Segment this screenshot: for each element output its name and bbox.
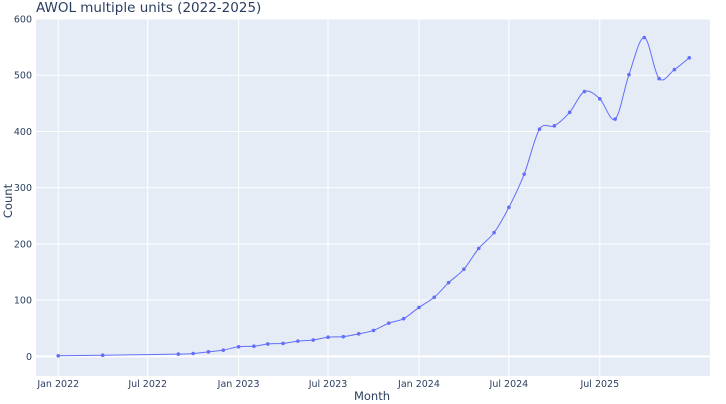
data-point — [552, 124, 557, 128]
data-point — [567, 110, 572, 115]
data-point — [326, 335, 330, 340]
data-point — [371, 328, 376, 333]
data-point — [642, 35, 647, 40]
data-point — [252, 344, 256, 349]
x-tick-label: Jul 2023 — [308, 379, 348, 390]
data-point — [311, 338, 316, 342]
gridlines — [36, 18, 710, 376]
data-point — [613, 117, 617, 121]
data-point — [401, 316, 406, 321]
data-point — [627, 72, 631, 77]
data-point — [462, 267, 466, 271]
data-point — [100, 353, 105, 357]
data-point — [476, 246, 481, 251]
data-point — [341, 334, 346, 339]
data-point — [492, 230, 496, 235]
data-point — [206, 350, 211, 354]
data-point — [598, 97, 602, 101]
data-point — [507, 205, 511, 210]
data-point — [191, 351, 195, 356]
data-point — [281, 341, 285, 346]
data-point — [672, 67, 677, 72]
data-point — [582, 89, 587, 94]
x-tick-label: Jan 2022 — [36, 379, 79, 390]
data-point — [356, 332, 361, 336]
data-point — [687, 55, 692, 60]
data-point — [236, 344, 241, 349]
data-point — [537, 127, 542, 131]
chart-title: AWOL multiple units (2022-2025) — [36, 0, 261, 16]
series-points — [56, 35, 692, 358]
data-point — [296, 339, 300, 343]
data-point — [176, 352, 181, 356]
y-tick-label: 600 — [14, 15, 32, 26]
y-tick-label: 0 — [26, 352, 32, 363]
y-tick-label: 200 — [14, 239, 32, 250]
x-tick-label: Jul 2025 — [579, 379, 619, 390]
x-tick-label: Jan 2023 — [217, 379, 260, 390]
data-point — [417, 305, 421, 310]
data-point — [221, 348, 226, 352]
data-point — [657, 76, 661, 81]
data-point — [522, 172, 527, 176]
data-point — [56, 353, 61, 358]
x-tick-label: Jul 2024 — [489, 379, 529, 390]
y-axis-ticks: 0 100 200 300 400 500 600 — [14, 15, 32, 363]
x-tick-label: Jul 2022 — [127, 379, 167, 390]
data-point — [265, 342, 270, 346]
plot-area — [36, 19, 710, 376]
x-tick-label: Jan 2024 — [397, 379, 440, 390]
y-tick-label: 300 — [14, 183, 32, 194]
y-tick-label: 500 — [14, 71, 32, 82]
data-point — [432, 295, 437, 300]
y-axis-title: Count — [1, 183, 15, 218]
data-point — [446, 280, 451, 285]
x-axis-title: Month — [354, 389, 390, 403]
y-tick-label: 100 — [14, 296, 32, 307]
x-axis-ticks: Jan 2022 Jul 2022 Jan 2023 Jul 2023 Jan 2024… — [36, 379, 619, 390]
data-point — [387, 321, 391, 325]
y-tick-label: 400 — [14, 127, 32, 138]
